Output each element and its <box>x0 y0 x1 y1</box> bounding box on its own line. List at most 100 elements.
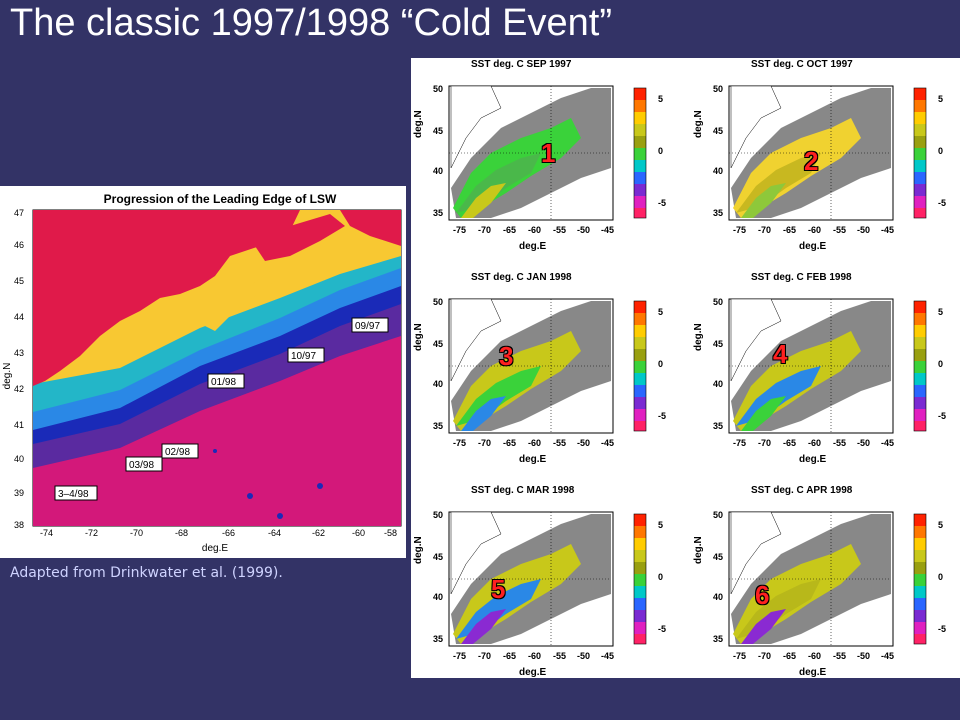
panel-xtick: -55 <box>553 225 567 235</box>
panel-ylabel: deg.N <box>693 536 704 564</box>
panel-xlabel: deg.E <box>519 667 547 678</box>
left-xtick: -72 <box>85 528 98 538</box>
panel-ytick: 40 <box>713 379 724 389</box>
left-xtick: -62 <box>312 528 325 538</box>
panel-xtick: -60 <box>528 438 542 448</box>
colorbar-tick: -5 <box>938 624 947 634</box>
panel-ytick: 40 <box>433 592 444 602</box>
panel-marker-number: 3 <box>499 341 514 371</box>
label-3-4-98: 3–4/98 <box>58 489 89 500</box>
panel-xtick: -65 <box>783 651 797 661</box>
label-03-98: 03/98 <box>129 460 154 471</box>
panel-ytick: 35 <box>433 421 444 431</box>
left-xtick: -64 <box>268 528 281 538</box>
panel-ytick: 40 <box>433 166 444 176</box>
panel-xtick: -70 <box>478 651 492 661</box>
sst-panel: SST deg. C FEB 1998 <box>691 271 960 476</box>
panel-xtick: -45 <box>601 225 615 235</box>
panel-xtick: -50 <box>857 651 871 661</box>
panel-xtick: -65 <box>783 438 797 448</box>
colorbar-tick: 0 <box>658 146 664 156</box>
panel-xtick: -75 <box>453 438 467 448</box>
panel-ylabel: deg.N <box>693 323 704 351</box>
colorbar-tick: 5 <box>938 520 944 530</box>
left-xtick: -68 <box>175 528 188 538</box>
label-01-98: 01/98 <box>211 377 236 388</box>
left-ytick: 47 <box>14 208 24 218</box>
panel-marker-number: 1 <box>541 138 556 168</box>
panel-marker-number: 4 <box>773 339 788 369</box>
label-02-98: 02/98 <box>165 447 190 458</box>
panel-xtick: -70 <box>758 438 772 448</box>
colorbar-tick: 0 <box>938 359 944 369</box>
left-ytick: 46 <box>14 240 24 250</box>
panel-xtick: -45 <box>881 225 895 235</box>
sst-panels-figure: SST deg. C SEP 1997 <box>411 58 960 678</box>
panel-ytick: 50 <box>433 84 444 94</box>
colorbar-tick: 0 <box>938 146 944 156</box>
panel-ytick: 50 <box>713 510 724 520</box>
sst-panel: SST deg. C MAR 1998 <box>411 484 681 689</box>
panel-ytick: 45 <box>433 339 444 349</box>
colorbar-tick: -5 <box>658 198 667 208</box>
panel-ytick: 35 <box>713 634 724 644</box>
panel-ytick: 40 <box>713 166 724 176</box>
panel-ytick: 50 <box>713 84 724 94</box>
panel-xtick: -70 <box>758 225 772 235</box>
left-ytick: 39 <box>14 488 24 498</box>
left-ytick: 42 <box>14 384 24 394</box>
figure-caption: Adapted from Drinkwater et al. (1999). <box>10 565 283 581</box>
panel-xtick: -55 <box>833 225 847 235</box>
panel-title: SST deg. C JAN 1998 <box>471 272 572 283</box>
panel-xtick: -75 <box>453 225 467 235</box>
panel-xtick: -75 <box>733 438 747 448</box>
panel-xtick: -70 <box>758 651 772 661</box>
panel-xtick: -50 <box>857 438 871 448</box>
panel-ytick: 45 <box>433 552 444 562</box>
slide-title: The classic 1997/1998 “Cold Event” <box>10 2 612 44</box>
panel-xtick: -45 <box>881 651 895 661</box>
panel-ytick: 45 <box>713 339 724 349</box>
panel-marker-number: 2 <box>804 146 819 176</box>
panel-xtick: -70 <box>478 438 492 448</box>
panel-xtick: -55 <box>833 438 847 448</box>
panel-ytick: 45 <box>433 126 444 136</box>
label-09-97: 09/97 <box>355 321 380 332</box>
panel-xtick: -45 <box>881 438 895 448</box>
panel-xtick: -55 <box>553 438 567 448</box>
panel-xtick: -70 <box>478 225 492 235</box>
panel-ytick: 50 <box>713 297 724 307</box>
panel-xlabel: deg.E <box>519 454 547 465</box>
left-ylabel: deg.N <box>2 363 13 390</box>
left-ytick: 38 <box>14 520 24 530</box>
panel-xtick: -45 <box>601 438 615 448</box>
panel-title: SST deg. C MAR 1998 <box>471 485 575 496</box>
panel-xtick: -55 <box>553 651 567 661</box>
panel-xlabel: deg.E <box>799 454 827 465</box>
panel-ytick: 40 <box>713 592 724 602</box>
sst-panel: SST deg. C SEP 1997 <box>411 58 681 263</box>
sst-panel: SST deg. C JAN 1998 <box>411 271 681 476</box>
colorbar-tick: -5 <box>658 411 667 421</box>
left-xtick: -66 <box>222 528 235 538</box>
panel-xtick: -55 <box>833 651 847 661</box>
left-xlabel: deg.E <box>202 543 228 554</box>
left-ytick: 41 <box>14 420 24 430</box>
panel-xtick: -45 <box>601 651 615 661</box>
colorbar-tick: -5 <box>938 198 947 208</box>
panel-xtick: -75 <box>733 225 747 235</box>
sst-panel: SST deg. C APR 1998 <box>691 484 960 689</box>
colorbar-tick: 5 <box>658 307 664 317</box>
panel-marker-number: 6 <box>755 580 770 610</box>
panel-xtick: -65 <box>503 438 517 448</box>
panel-xlabel: deg.E <box>799 667 827 678</box>
colorbar-tick: 0 <box>658 359 664 369</box>
panel-xtick: -60 <box>528 225 542 235</box>
panel-xtick: -65 <box>503 651 517 661</box>
colorbar-tick: 5 <box>658 94 664 104</box>
panel-title: SST deg. C SEP 1997 <box>471 59 572 70</box>
panel-ytick: 45 <box>713 552 724 562</box>
panel-ytick: 35 <box>433 634 444 644</box>
left-xtick: -74 <box>40 528 53 538</box>
left-ytick: 44 <box>14 312 24 322</box>
